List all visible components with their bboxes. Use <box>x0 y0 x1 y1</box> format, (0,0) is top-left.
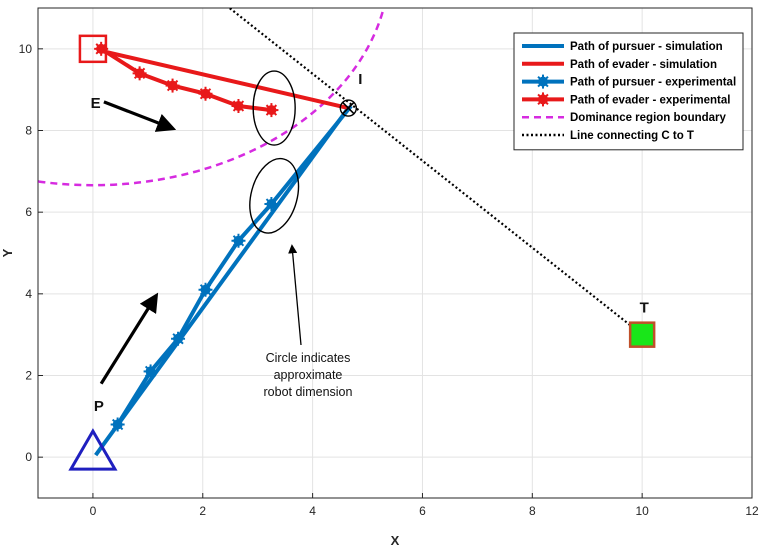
y-tick-label: 4 <box>25 287 32 301</box>
axes-box <box>37 7 753 499</box>
x-tick-label: 2 <box>199 504 206 518</box>
marker-stroke <box>265 198 278 210</box>
robot-dimension-circle-evader <box>252 70 296 146</box>
intercept-x-stroke <box>341 101 355 115</box>
legend-item: Path of pursuer - simulation <box>522 41 723 53</box>
marker-stroke <box>232 235 245 247</box>
x-axis-label: X <box>391 533 400 548</box>
legend-label: Line connecting C to T <box>570 130 694 142</box>
marker-label-P: P <box>94 398 104 415</box>
marker-stroke <box>166 79 179 92</box>
marker-stroke <box>232 100 245 112</box>
plot-area <box>38 8 643 457</box>
marker-label-T: T <box>640 300 649 317</box>
pursuer-experimental-point <box>171 331 186 346</box>
marker-T-square <box>628 321 656 348</box>
circle-note-line: Circle indicates <box>266 351 351 365</box>
marker-E-square <box>78 34 108 64</box>
marker-label-I: I <box>358 71 362 88</box>
y-tick-label: 8 <box>25 124 32 138</box>
x-tick-label: 10 <box>635 504 649 518</box>
marker-stroke <box>111 418 124 431</box>
y-axis-label: Y <box>0 248 15 257</box>
evader-experimental-point <box>264 103 279 118</box>
x-tick-label: 4 <box>309 504 316 518</box>
pursuer-simulation-path <box>94 106 350 457</box>
evader-simulation-path <box>100 48 349 110</box>
x-tick-label: 12 <box>745 504 759 518</box>
marker-P-triangle <box>68 428 118 471</box>
legend-item: Path of pursuer - experimental <box>522 74 736 89</box>
note-pointer-arrow <box>288 244 302 346</box>
dominance-boundary <box>38 8 385 187</box>
legend-label: Path of pursuer - simulation <box>570 41 723 53</box>
evader-experimental-point <box>132 66 147 81</box>
legend-item: Path of evader - simulation <box>522 59 717 71</box>
legend-label: Dominance region boundary <box>570 112 727 124</box>
marker-stroke <box>95 43 107 55</box>
evader-experimental-point <box>165 78 180 93</box>
pursuer-experimental-point <box>264 197 279 211</box>
robot-dimension-circle-pursuer <box>249 157 300 234</box>
marker-stroke <box>172 333 184 345</box>
y-tick-label: 6 <box>25 205 32 219</box>
marker-stroke <box>199 88 212 100</box>
pursuer-experimental-point <box>231 233 246 248</box>
pursuer-experimental-point <box>198 282 213 297</box>
marker-stroke <box>199 284 212 296</box>
pursuer-experimental-point <box>143 364 158 379</box>
evader-direction-arrow <box>103 100 177 132</box>
pursuer-direction-arrow <box>99 292 159 385</box>
legend-item: Path of evader - experimental <box>522 92 730 107</box>
marker-stroke <box>144 365 157 378</box>
x-tick-label: 8 <box>529 504 536 518</box>
legend-item: Dominance region boundary <box>522 112 727 124</box>
legend-label: Path of evader - experimental <box>570 94 730 106</box>
legend-label: Path of evader - simulation <box>570 59 717 71</box>
legend-box <box>513 32 744 151</box>
y-tick-label: 2 <box>25 369 32 383</box>
circle-note-line: approximate <box>274 368 343 382</box>
intercept-circle <box>339 99 358 117</box>
x-tick-label: 0 <box>90 504 97 518</box>
marker-stroke <box>133 67 146 79</box>
circle-note-line: robot dimension <box>264 385 353 399</box>
legend-label: Path of pursuer - experimental <box>570 77 736 89</box>
evader-experimental-point <box>198 86 213 101</box>
marker-stroke <box>265 104 278 116</box>
legend-marker-stroke <box>537 93 549 106</box>
pursuer-experimental-point <box>110 417 125 432</box>
legend-marker-stroke <box>537 75 549 88</box>
evader-experimental-point <box>231 99 246 113</box>
y-tick-label: 0 <box>25 450 32 464</box>
legend-item: Line connecting C to T <box>522 130 694 142</box>
y-tick-label: 10 <box>19 42 33 56</box>
marker-label-E: E <box>91 95 101 112</box>
x-tick-label: 6 <box>419 504 426 518</box>
